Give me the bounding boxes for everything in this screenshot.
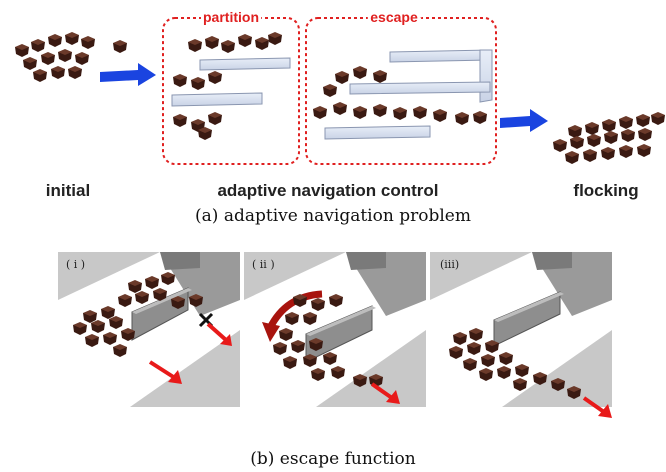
partition-walls [171, 57, 291, 107]
escape-walls [324, 49, 493, 140]
initial-label: initial [46, 181, 90, 200]
escape-agents [313, 66, 487, 125]
flow-arrow-1 [100, 63, 156, 86]
caption-a: (a) adaptive navigation problem [195, 206, 471, 226]
panel-ii-label: ( ii ) [252, 258, 275, 271]
panel-i-label: ( i ) [66, 258, 85, 271]
flocking-swarm [553, 112, 665, 164]
escape-label: escape [370, 9, 418, 25]
partition-label: partition [203, 9, 259, 25]
panel-iii-label: (iii) [440, 258, 459, 271]
panel-ii: ( ii ) [244, 252, 426, 407]
partition-agents [173, 32, 282, 140]
caption-b: (b) escape function [250, 449, 416, 469]
panel-i: ( i ) [58, 252, 240, 407]
partition-box [162, 17, 300, 165]
flocking-label: flocking [573, 181, 638, 200]
escape-box [305, 17, 497, 165]
panel-iii: (iii) [430, 252, 612, 418]
flow-arrow-2 [500, 109, 548, 132]
control-label: adaptive navigation control [217, 181, 438, 200]
